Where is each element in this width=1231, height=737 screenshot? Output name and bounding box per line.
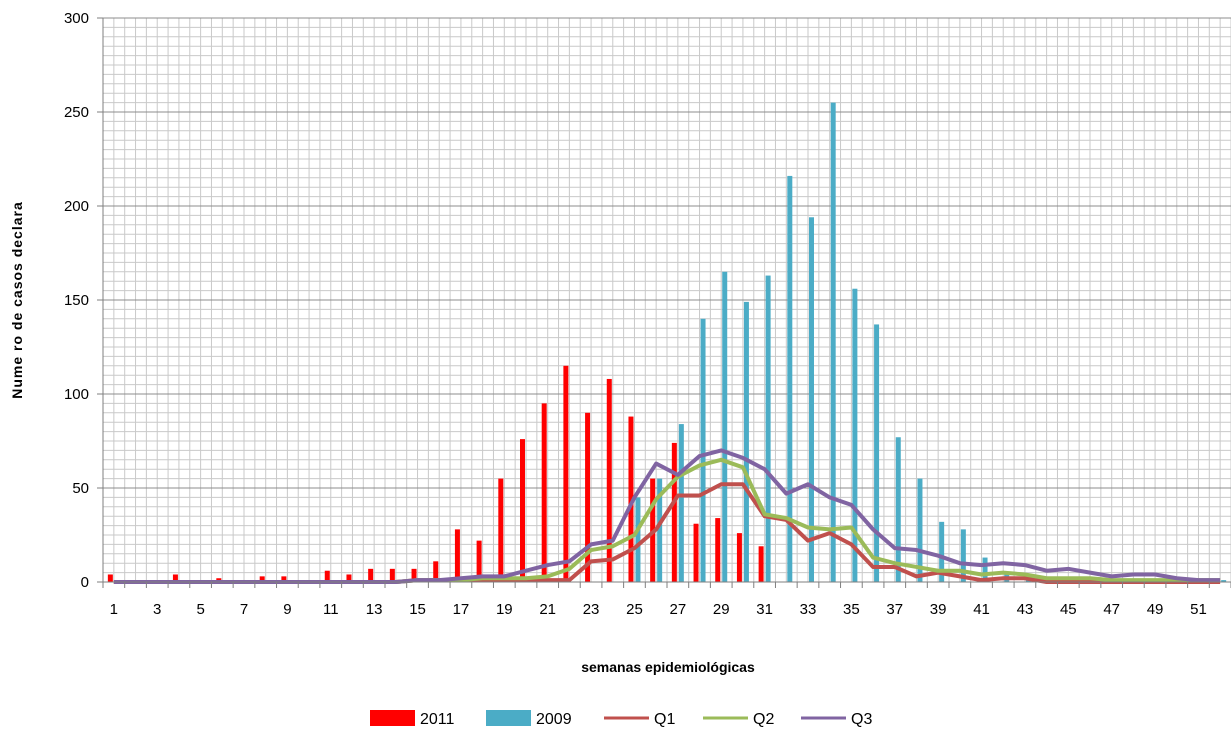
y-tick-label: 100 (64, 386, 89, 403)
x-tick-label: 35 (843, 601, 860, 618)
x-tick-label: 21 (539, 601, 556, 618)
x-tick-label: 3 (153, 601, 161, 618)
bar-2011 (368, 568, 374, 582)
bar-2011 (172, 574, 178, 582)
x-tick-label: 7 (240, 601, 248, 618)
x-tick-label: 17 (453, 601, 470, 618)
bar-2011 (433, 561, 439, 582)
x-tick-label: 47 (1103, 601, 1120, 618)
bar-2011 (606, 378, 612, 582)
x-tick-label: 45 (1060, 601, 1077, 618)
y-tick-label: 200 (64, 198, 89, 215)
bar-2011 (476, 540, 482, 582)
x-tick-label: 41 (973, 601, 990, 618)
x-tick-label: 39 (930, 601, 947, 618)
legend-swatch-2011 (370, 710, 415, 726)
bars-layer (107, 102, 1227, 583)
legend-label-2009: 2009 (536, 711, 572, 728)
bar-2011 (324, 570, 330, 582)
bar-2009 (982, 557, 988, 582)
bar-2011 (563, 365, 569, 582)
bar-2009 (960, 529, 966, 582)
bar-2011 (628, 416, 634, 582)
x-tick-label: 1 (110, 601, 118, 618)
legend-swatch-2009 (486, 710, 531, 726)
bar-2009 (657, 478, 663, 582)
bar-2011 (520, 439, 525, 582)
bar-2009 (874, 324, 880, 582)
bar-2011 (411, 568, 417, 582)
x-tick-label: 19 (496, 601, 513, 618)
x-tick-label: 49 (1147, 601, 1164, 618)
bar-2011 (715, 518, 721, 582)
legend-label-Q1: Q1 (654, 711, 675, 728)
legend-label-Q3: Q3 (851, 711, 872, 728)
bar-2009 (852, 288, 858, 582)
bar-2011 (259, 576, 265, 582)
bar-2009 (678, 424, 684, 582)
bar-2011 (454, 529, 460, 582)
x-tick-labels: 1 3 5 7 9 11 13 15 17 19 21 23 25 27 29 31 33 35 37 39 41 43 4… (110, 601, 1207, 618)
bar-2009 (809, 217, 814, 582)
bar-2011 (498, 478, 504, 582)
x-tick-label: 27 (670, 601, 687, 618)
y-tick-label: 250 (64, 104, 89, 121)
bar-2009 (722, 271, 728, 582)
x-tick-label: 13 (366, 601, 383, 618)
grid (102, 17, 1231, 583)
bar-2011 (693, 523, 699, 582)
legend: 2011 2009 Q1 Q2 Q3 (370, 710, 872, 728)
x-tick-label: 31 (756, 601, 773, 618)
x-tick-label: 15 (409, 601, 426, 618)
y-tick-label: 150 (64, 292, 89, 309)
bar-2009 (939, 521, 945, 582)
bar-2011 (736, 533, 742, 582)
y-tick-label: 300 (64, 10, 89, 27)
legend-label-2011: 2011 (420, 711, 455, 728)
axes (97, 17, 1231, 588)
bar-2009 (700, 318, 706, 582)
bar-2011 (107, 574, 113, 582)
bar-2011 (758, 546, 764, 582)
y-tick-label: 0 (81, 574, 89, 591)
bar-2009 (1221, 580, 1227, 582)
bar-2009 (787, 175, 793, 583)
bar-2011 (541, 403, 547, 582)
x-axis-title: semanas epidemiológicas (581, 659, 755, 675)
bar-2011 (671, 442, 677, 582)
x-tick-label: 37 (886, 601, 903, 618)
x-tick-label: 51 (1190, 601, 1207, 618)
bar-2011 (389, 568, 395, 582)
bar-2011 (585, 412, 591, 582)
bar-2009 (917, 478, 923, 582)
y-tick-label: 50 (72, 480, 89, 497)
bar-2011 (281, 576, 287, 582)
x-tick-label: 23 (583, 601, 600, 618)
x-tick-label: 11 (323, 601, 339, 618)
bar-2011 (346, 574, 352, 582)
bar-2009 (743, 301, 749, 582)
legend-label-Q2: Q2 (753, 711, 774, 728)
bar-2009 (635, 497, 641, 582)
x-tick-label: 5 (196, 601, 204, 618)
x-tick-label: 9 (283, 601, 291, 618)
x-tick-label: 43 (1017, 601, 1034, 618)
bar-2009 (895, 437, 901, 582)
bar-2009 (830, 102, 836, 582)
y-tick-labels: 0 50 100 150 200 250 300 (64, 10, 89, 591)
y-axis-title: Nume ro de casos declara (9, 201, 25, 399)
bar-2009 (765, 275, 771, 582)
x-tick-label: 33 (800, 601, 817, 618)
x-tick-label: 29 (713, 601, 730, 618)
x-tick-label: 25 (626, 601, 643, 618)
